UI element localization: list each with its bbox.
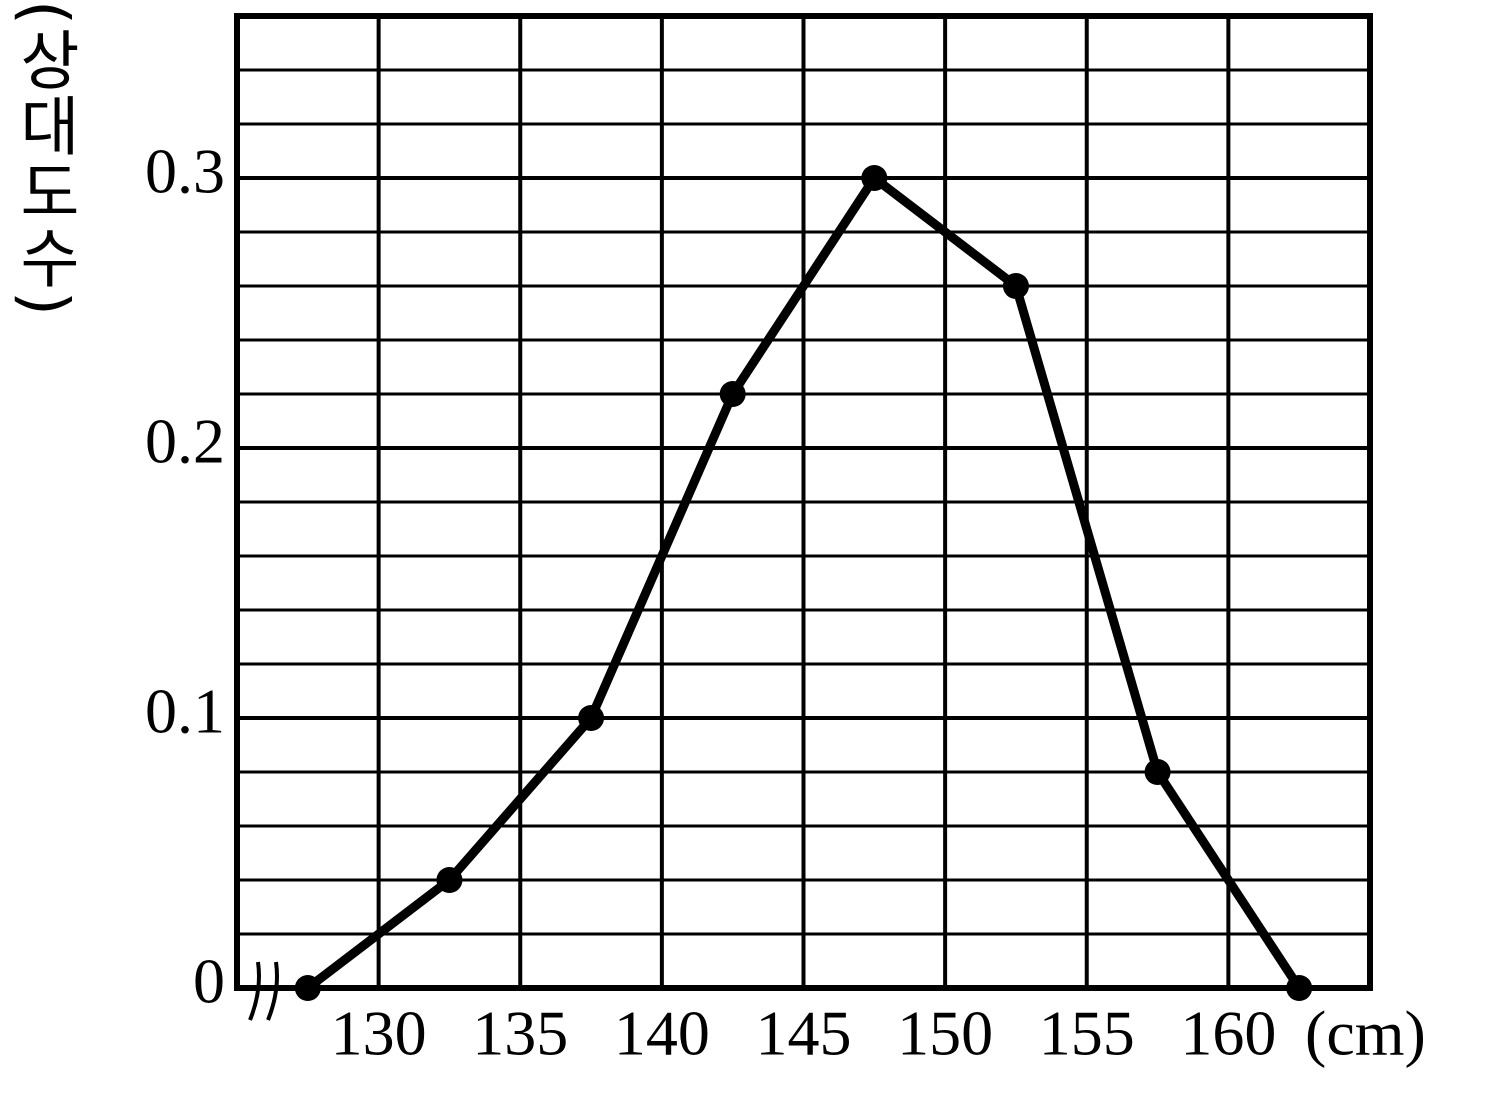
- data-point: [294, 975, 321, 1001]
- y-tick-label: 0: [193, 946, 225, 1017]
- y-tick-label: 0.1: [145, 676, 225, 747]
- x-tick-label: 150: [897, 998, 993, 1069]
- y-axis-label: (상대도수): [7, 0, 81, 318]
- grid: [237, 16, 1370, 990]
- x-tick-label: 135: [472, 998, 568, 1069]
- data-point: [578, 705, 605, 731]
- data-line: [305, 173, 1303, 992]
- plot-frame: [234, 13, 1373, 991]
- data-point: [1144, 759, 1171, 785]
- x-tick-label: 140: [614, 998, 710, 1069]
- x-axis-label: (cm): [1305, 998, 1426, 1069]
- data-point: [861, 165, 888, 191]
- data-point: [1002, 273, 1029, 299]
- data-point: [719, 381, 746, 407]
- data-point: [1286, 975, 1313, 1001]
- y-tick-label: 0.2: [145, 406, 225, 477]
- data-point: [436, 867, 463, 893]
- x-tick-label: 160: [1180, 998, 1276, 1069]
- axis-break: [248, 961, 279, 1021]
- y-tick-label: 0.3: [145, 136, 225, 207]
- x-tick-label: 155: [1039, 998, 1135, 1069]
- x-tick-label: 130: [331, 998, 427, 1069]
- x-tick-label: 145: [756, 998, 852, 1069]
